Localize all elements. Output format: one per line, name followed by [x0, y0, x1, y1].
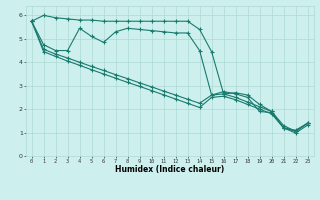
- X-axis label: Humidex (Indice chaleur): Humidex (Indice chaleur): [115, 165, 224, 174]
